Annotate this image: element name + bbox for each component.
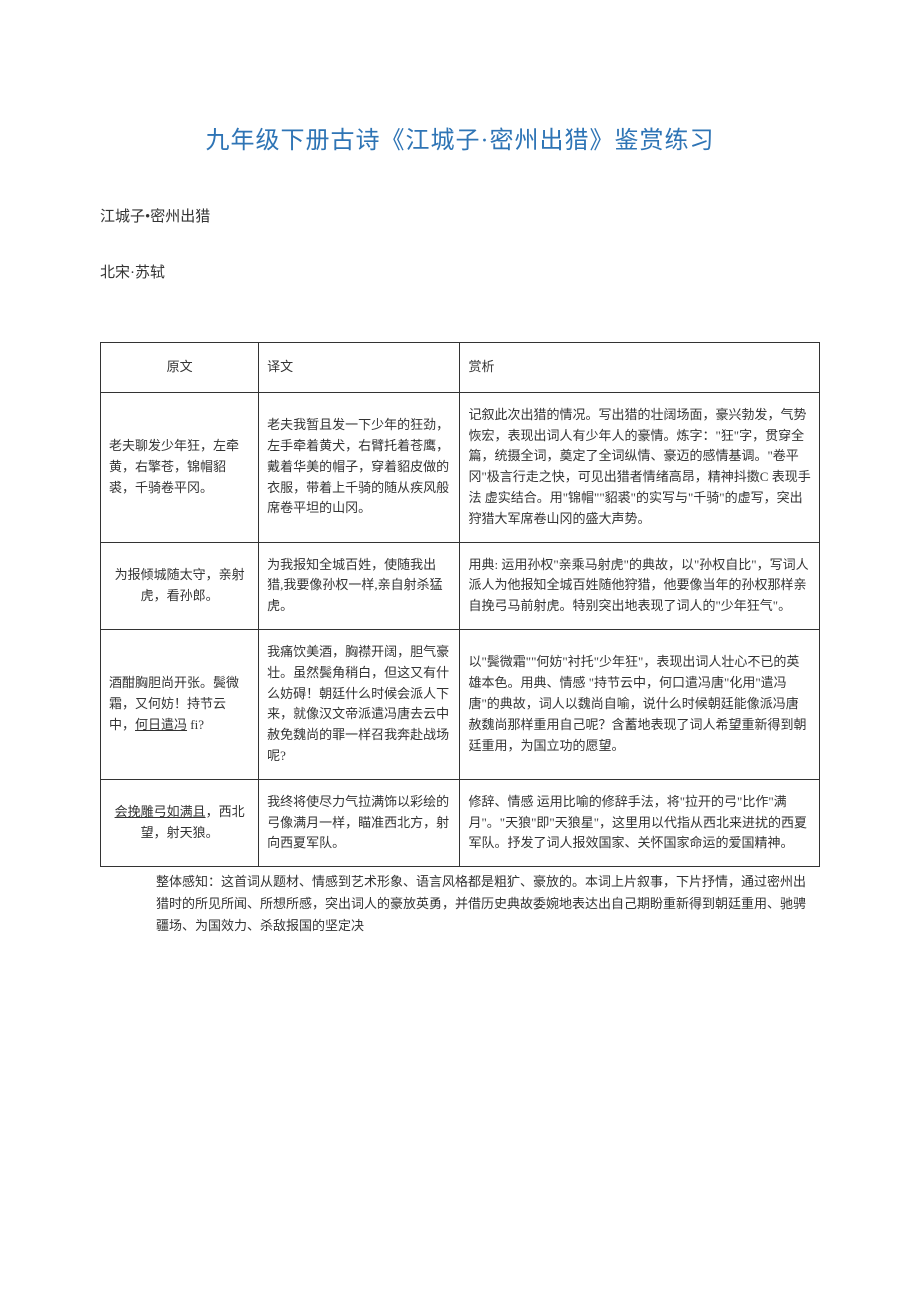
cell-appreciation: 记叙此次出猎的情况。写出猎的壮阔场面，豪兴勃发，气势恢宏，表现出词人有少年人的豪…	[460, 392, 820, 542]
header-original: 原文	[101, 343, 259, 393]
cell-original: 酒酣胸胆尚开张。鬓微霜，又何妨！持节云中，何日遣冯 fi?	[101, 629, 259, 779]
header-appreciation: 赏析	[460, 343, 820, 393]
poem-subtitle: 江城子•密州出猎	[100, 205, 820, 226]
appreciation-table: 原文 译文 赏析 老夫聊发少年狂，左牵黄，右擎苍，锦帽貂裘，千骑卷平冈。 老夫我…	[100, 342, 820, 867]
underlined-text: 会挽雕弓如满且	[115, 804, 206, 819]
poem-author: 北宋·苏轼	[100, 261, 820, 282]
table-row: 会挽雕弓如满且，西北望，射天狼。 我终将使尽力气拉满饰以彩绘的弓像满月一样，瞄准…	[101, 779, 820, 866]
overall-notes: 整体感知：这首词从题材、情感到艺术形象、语言风格都是粗犷、豪放的。本词上片叙事，…	[100, 871, 820, 937]
cell-translation: 为我报知全城百姓，使随我出猎,我要像孙权一样,亲自射杀猛虎。	[259, 542, 460, 629]
cell-original: 老夫聊发少年狂，左牵黄，右擎苍，锦帽貂裘，千骑卷平冈。	[101, 392, 259, 542]
cell-original: 为报倾城随太守，亲射虎，看孙郎。	[101, 542, 259, 629]
cell-appreciation: 以"鬓微霜""何妨"衬托"少年狂"，表现出词人壮心不已的英雄本色。用典、情感 "…	[460, 629, 820, 779]
table-row: 为报倾城随太守，亲射虎，看孙郎。 为我报知全城百姓，使随我出猎,我要像孙权一样,…	[101, 542, 820, 629]
table-row: 酒酣胸胆尚开张。鬓微霜，又何妨！持节云中，何日遣冯 fi? 我痛饮美酒，胸襟开阔…	[101, 629, 820, 779]
cell-translation: 我终将使尽力气拉满饰以彩绘的弓像满月一样，瞄准西北方，射向西夏军队。	[259, 779, 460, 866]
cell-original: 会挽雕弓如满且，西北望，射天狼。	[101, 779, 259, 866]
cell-appreciation: 修辞、情感 运用比喻的修辞手法，将"拉开的弓"比作"满月"。"天狼"即"天狼星"…	[460, 779, 820, 866]
cell-translation: 老夫我暂且发一下少年的狂劲，左手牵着黄犬，右臂托着苍鹰，戴着华美的帽子，穿着貂皮…	[259, 392, 460, 542]
cell-translation: 我痛饮美酒，胸襟开阔，胆气豪壮。虽然鬓角稍白，但这又有什么妨碍！朝廷什么时候会派…	[259, 629, 460, 779]
cell-appreciation: 用典: 运用孙权"亲乘马射虎"的典故，以"孙权自比"，写词人派人为他报知全城百姓…	[460, 542, 820, 629]
header-translation: 译文	[259, 343, 460, 393]
underlined-text: 何日遣冯	[135, 717, 187, 732]
text-part: fi?	[187, 717, 204, 732]
page-title: 九年级下册古诗《江城子·密州出猎》鉴赏练习	[100, 120, 820, 155]
table-row: 老夫聊发少年狂，左牵黄，右擎苍，锦帽貂裘，千骑卷平冈。 老夫我暂且发一下少年的狂…	[101, 392, 820, 542]
table-header-row: 原文 译文 赏析	[101, 343, 820, 393]
